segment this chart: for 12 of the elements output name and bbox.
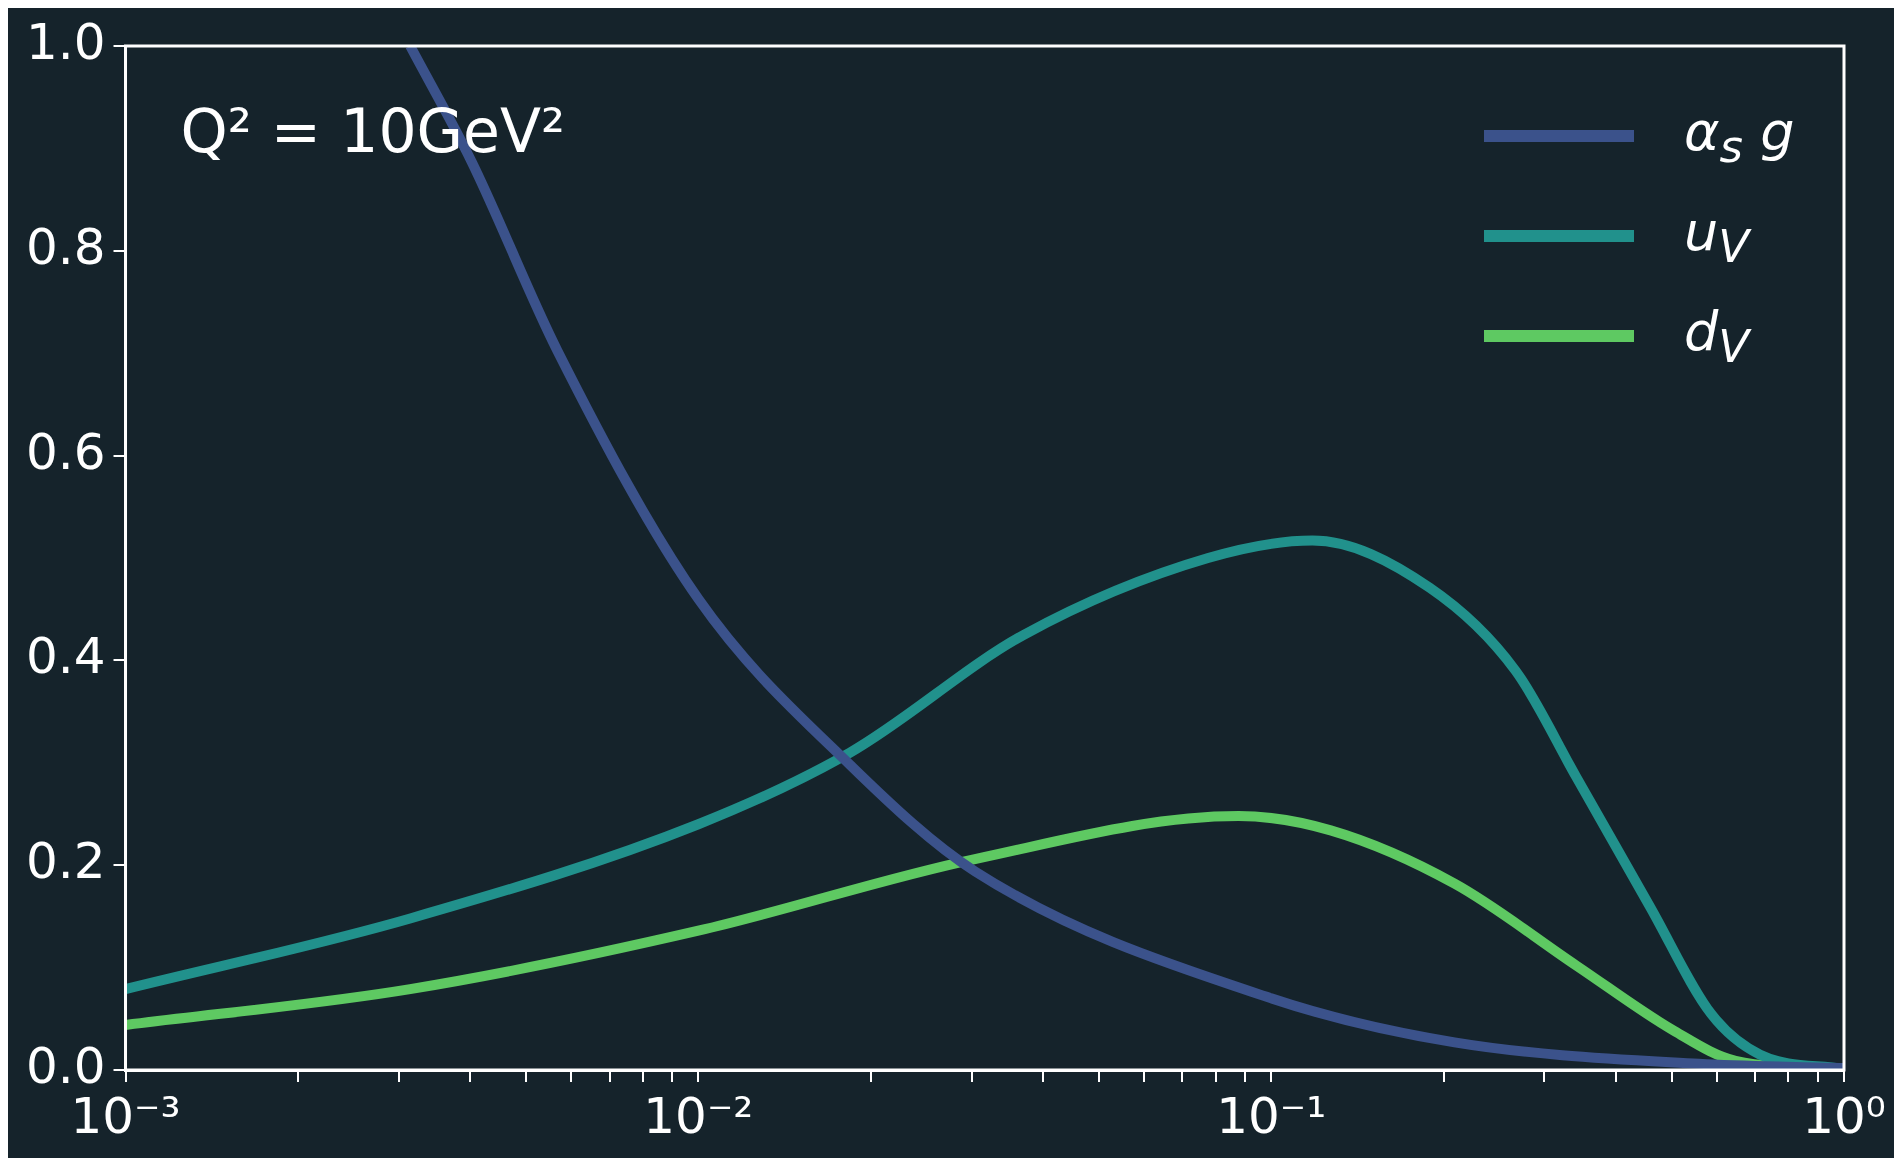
legend-label: α$_{s}$ g — [1684, 99, 1796, 173]
y-tick-label: 0.8 — [25, 217, 106, 276]
y-tick-label: 1.0 — [25, 12, 106, 71]
x-tick-label: 10⁻² — [643, 1086, 754, 1145]
x-tick-label: 10⁻¹ — [1216, 1086, 1327, 1145]
x-tick-label: 10⁰ — [1802, 1086, 1886, 1145]
legend-label: u$_{V}$ — [1684, 199, 1753, 273]
y-tick-label: 0.6 — [25, 422, 106, 481]
legend-label: d$_{V}$ — [1684, 299, 1753, 373]
y-tick-label: 0.4 — [25, 627, 106, 686]
y-tick-label: 0.2 — [25, 832, 106, 891]
annotation: Q² = 10GeV² — [180, 96, 566, 166]
